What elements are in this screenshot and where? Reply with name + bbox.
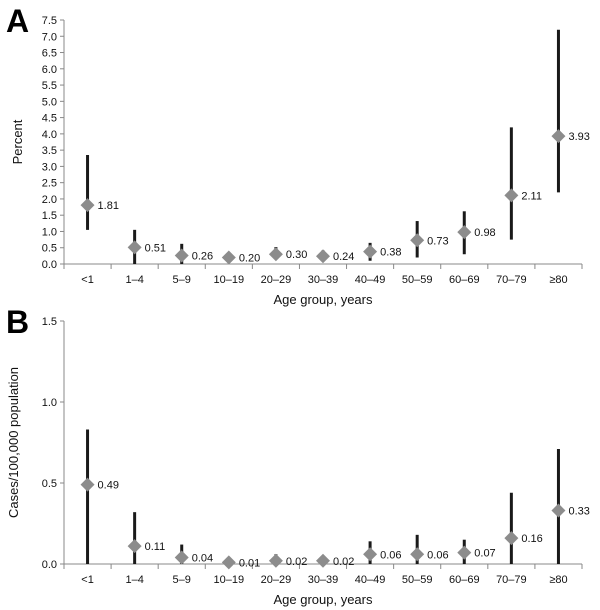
panel-b-x-tick-label: 1–4 bbox=[125, 574, 143, 586]
panel-b-x-tick-label: 5–9 bbox=[173, 574, 191, 586]
panel-a-x-tick-label: 20–29 bbox=[261, 274, 292, 286]
panel-a-y-tick-label: 1.5 bbox=[42, 210, 57, 222]
panel-a-x-tick-label: 10–19 bbox=[214, 274, 245, 286]
panel-a-x-axis-label: Age group, years bbox=[273, 292, 373, 307]
panel-a-y-tick-label: 7.0 bbox=[42, 31, 57, 43]
panel-b-data-label: 0.04 bbox=[192, 553, 213, 565]
panel-a-data-label: 0.98 bbox=[474, 227, 495, 239]
panel-b-data-label: 0.49 bbox=[98, 480, 119, 492]
panel-b-data-point bbox=[457, 545, 472, 560]
panel-b-x-tick-label: 70–79 bbox=[496, 574, 527, 586]
panel-a: A Percent Age group, years 0.0 0.5 1.0 1.5 2… bbox=[6, 3, 590, 307]
panel-a-x-tick-label: 30–39 bbox=[308, 274, 339, 286]
panel-b-x-tick-label: 30–39 bbox=[308, 574, 339, 586]
panel-b-x-tick-label: <1 bbox=[81, 574, 94, 586]
panel-b-data-point bbox=[127, 539, 142, 554]
panel-b-data-label: 0.02 bbox=[286, 556, 307, 568]
panel-a-x-tick-label: 50–59 bbox=[402, 274, 433, 286]
panel-b-data-point bbox=[551, 503, 566, 518]
panel-a-y-tick-label: 2.5 bbox=[42, 178, 57, 190]
panel-a-y-axis-label: Percent bbox=[10, 119, 25, 164]
panel-b-data-label: 0.33 bbox=[568, 506, 589, 518]
panel-a-data-point bbox=[504, 188, 519, 203]
panel-b: B Cases/100,000 population Age group, ye… bbox=[6, 304, 590, 607]
panel-b-data-point bbox=[80, 477, 95, 492]
panel-a-y-tick-label: 2.0 bbox=[42, 194, 57, 206]
panel-a-y-tick-label: 0.0 bbox=[42, 259, 57, 271]
panel-a-x-tick-label: 5–9 bbox=[173, 274, 191, 286]
panel-a-x-tick-label: 60–69 bbox=[449, 274, 480, 286]
panel-b-data-label: 0.01 bbox=[239, 557, 260, 569]
panel-a-letter: A bbox=[6, 3, 29, 39]
panel-a-y-tick-label: 3.5 bbox=[42, 145, 57, 157]
panel-b-x-tick-label: 60–69 bbox=[449, 574, 480, 586]
panel-a-data-point bbox=[174, 248, 189, 263]
panel-a-y-tick-label: 7.5 bbox=[42, 15, 57, 27]
panel-b-data-point bbox=[268, 553, 283, 568]
panel-b-data-label: 0.06 bbox=[380, 549, 401, 561]
panel-b-data-label: 0.11 bbox=[145, 541, 166, 553]
panel-b-data-label: 0.07 bbox=[474, 548, 495, 560]
panel-a-data-point bbox=[457, 225, 472, 240]
panel-a-data-label: 0.30 bbox=[286, 249, 307, 261]
panel-a-y-tick-label: 5.5 bbox=[42, 80, 57, 92]
panel-b-x-tick-label: 10–19 bbox=[214, 574, 245, 586]
panel-a-data-label: 3.93 bbox=[568, 131, 589, 143]
panel-b-y-axis-label: Cases/100,000 population bbox=[6, 367, 21, 518]
panel-b-data-point bbox=[221, 555, 236, 570]
panel-a-data-label: 0.51 bbox=[145, 242, 166, 254]
panel-a-data-point bbox=[221, 250, 236, 265]
panel-a-data-label: 0.26 bbox=[192, 251, 213, 263]
panel-b-data-point bbox=[504, 531, 519, 546]
panel-b-data-point bbox=[316, 553, 330, 568]
panel-a-x-tick-label: 70–79 bbox=[496, 274, 527, 286]
panel-a-y-tick-label: 3.0 bbox=[42, 161, 57, 173]
panel-b-letter: B bbox=[6, 304, 29, 340]
panel-a-data-label: 0.73 bbox=[427, 235, 448, 247]
panel-a-data-point bbox=[80, 198, 95, 213]
panel-b-x-tick-label: 20–29 bbox=[261, 574, 292, 586]
panel-a-x-tick-label: 40–49 bbox=[355, 274, 386, 286]
panel-a-x-tick-label: 1–4 bbox=[125, 274, 143, 286]
panel-b-data-label: 0.16 bbox=[521, 533, 542, 545]
panel-a-y-tick-label: 0.5 bbox=[42, 243, 57, 255]
panel-a-y-tick-label: 4.0 bbox=[42, 129, 57, 141]
panel-a-data-label: 1.81 bbox=[98, 200, 119, 212]
panel-b-data-label: 0.02 bbox=[333, 556, 354, 568]
panel-b-y-tick-label: 1.5 bbox=[42, 316, 57, 328]
panel-a-y-tick-label: 6.0 bbox=[42, 64, 57, 76]
panel-a-y-tick-label: 5.0 bbox=[42, 96, 57, 108]
panel-b-x-axis-label: Age group, years bbox=[273, 592, 373, 607]
panel-b-y-tick-label: 0.5 bbox=[42, 478, 57, 490]
panel-a-data-point bbox=[363, 244, 378, 259]
panel-b-data-label: 0.06 bbox=[427, 549, 448, 561]
panel-b-x-tick-label: 40–49 bbox=[355, 574, 386, 586]
panel-a-data-label: 2.11 bbox=[521, 190, 542, 202]
panel-a-data-point bbox=[410, 233, 425, 248]
panel-a-data-point bbox=[551, 129, 566, 144]
panel-a-data-label: 0.24 bbox=[333, 251, 354, 263]
panel-b-y-tick-label: 0.0 bbox=[42, 559, 57, 571]
panel-a-data-label: 0.20 bbox=[239, 252, 260, 264]
panel-a-data-point bbox=[316, 249, 330, 264]
panel-a-x-tick-label: <1 bbox=[81, 274, 94, 286]
panel-b-y-tick-label: 1.0 bbox=[42, 397, 57, 409]
panel-a-y-tick-label: 4.5 bbox=[42, 113, 57, 125]
panel-a-x-tick-label: ≥80 bbox=[549, 274, 567, 286]
panel-a-data-point bbox=[127, 240, 142, 255]
panel-a-y-tick-label: 1.0 bbox=[42, 226, 57, 238]
panel-b-data-point bbox=[174, 550, 189, 565]
panel-b-x-tick-label: ≥80 bbox=[549, 574, 567, 586]
panel-b-x-tick-label: 50–59 bbox=[402, 574, 433, 586]
panel-a-y-tick-label: 6.5 bbox=[42, 48, 57, 60]
panel-b-data-point bbox=[363, 547, 378, 562]
panel-a-data-label: 0.38 bbox=[380, 247, 401, 259]
panel-b-data-point bbox=[410, 547, 425, 562]
panel-a-data-point bbox=[268, 247, 283, 262]
